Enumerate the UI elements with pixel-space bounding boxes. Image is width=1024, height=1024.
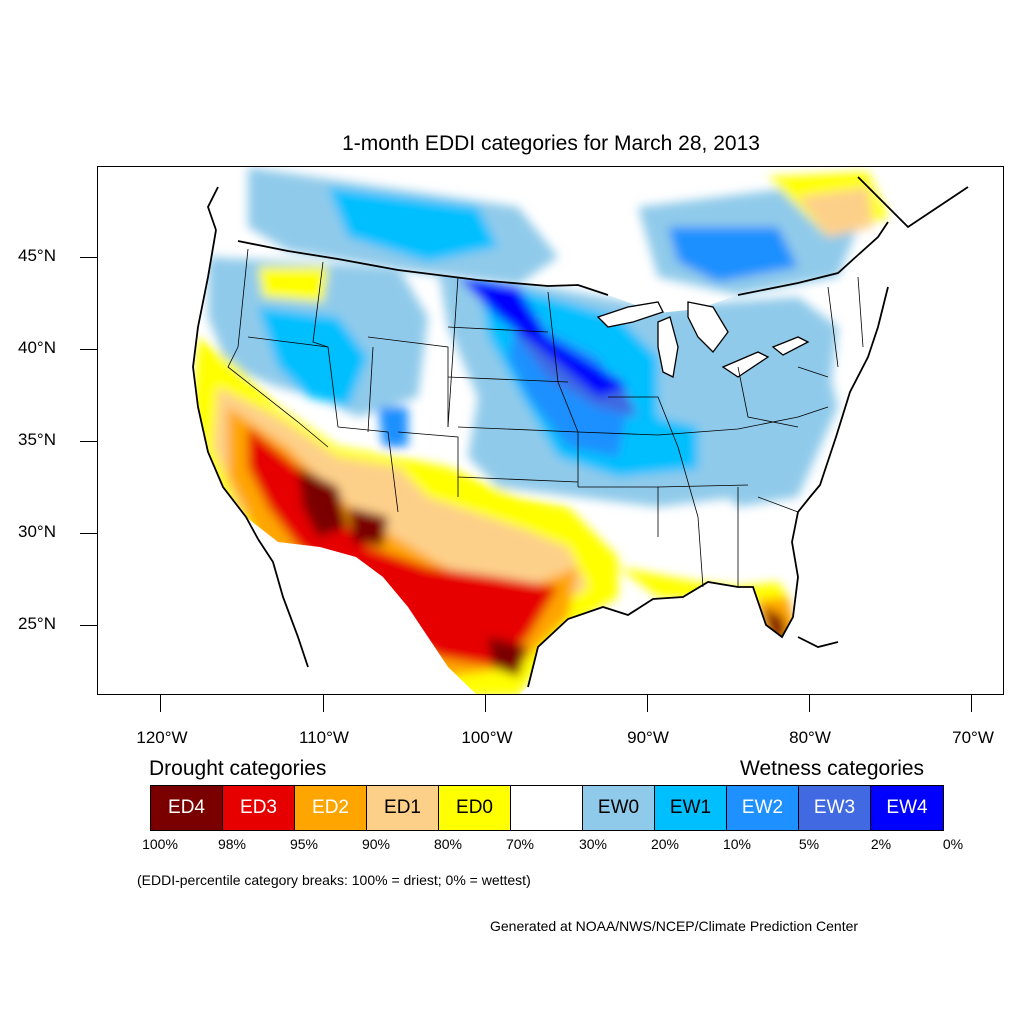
- category-fill: [193, 257, 838, 694]
- legend-box-ew4: EW4: [871, 786, 943, 830]
- eddi-map: [97, 166, 1004, 695]
- legend-label: ED1: [384, 797, 421, 818]
- lat-label-45n: 45°N: [18, 246, 56, 265]
- break-label: 70%: [505, 836, 535, 852]
- lon-tick: [647, 695, 648, 712]
- break-label: 98%: [217, 836, 247, 852]
- state-boundaries: [227, 248, 864, 588]
- break-label: 5%: [798, 836, 820, 852]
- lat-tick: [80, 349, 97, 350]
- break-label: 30%: [578, 836, 608, 852]
- legend-box-ed4: ED4: [151, 786, 223, 830]
- legend-label: EW0: [597, 797, 640, 818]
- legend-box-ed3: ED3: [223, 786, 295, 830]
- legend-label: EW4: [886, 797, 928, 818]
- lat-label-35n: 35°N: [18, 430, 56, 449]
- legend-label: ED0: [456, 797, 493, 818]
- legend-label: ED3: [240, 797, 277, 818]
- lon-label-110w: 110°W: [299, 728, 349, 747]
- lon-label-70w: 70°W: [952, 728, 994, 747]
- break-label: 2%: [870, 836, 892, 852]
- credit-line: Generated at NOAA/NWS/NCEP/Climate Predi…: [490, 918, 859, 934]
- lat-tick: [80, 257, 97, 258]
- lon-label-120w: 120°W: [136, 728, 188, 747]
- wetness-legend-title: Wetness categories: [740, 757, 925, 780]
- drought-legend-title: Drought categories: [149, 757, 327, 780]
- lon-tick: [485, 695, 486, 712]
- lon-tick: [160, 695, 161, 712]
- break-label: 95%: [289, 836, 319, 852]
- lat-tick: [80, 533, 97, 534]
- legend-box-ew3: EW3: [799, 786, 871, 830]
- lat-label-40n: 40°N: [18, 338, 56, 357]
- legend-label: EW2: [741, 797, 784, 818]
- lon-label-100w: 100°W: [461, 728, 513, 747]
- coastlines: [192, 176, 969, 688]
- legend-label: ED2: [312, 797, 349, 818]
- lat-tick: [80, 441, 97, 442]
- conus-map-svg: [192, 167, 969, 694]
- lon-tick: [971, 695, 972, 712]
- category-legend: ED4 ED3 ED2 ED1 ED0 EW0 EW1 EW2 EW3 EW4: [150, 785, 944, 831]
- lon-label-80w: 80°W: [789, 728, 831, 747]
- legend-box-ew0: EW0: [583, 786, 655, 830]
- legend-box-neutral: [511, 786, 583, 830]
- legend-box-ew2: EW2: [727, 786, 799, 830]
- legend-label: ED4: [168, 797, 205, 818]
- legend-box-ed0: ED0: [439, 786, 511, 830]
- category-breaks-note: (EDDI-percentile category breaks: 100% =…: [137, 872, 531, 888]
- break-label: 10%: [722, 836, 752, 852]
- break-label: 20%: [650, 836, 680, 852]
- break-label: 100%: [142, 836, 178, 852]
- category-fill-outside: [248, 167, 888, 295]
- legend-label: EW3: [813, 797, 856, 818]
- break-label: 80%: [433, 836, 463, 852]
- legend-label: EW1: [669, 797, 712, 818]
- lat-tick: [80, 625, 97, 626]
- lat-label-25n: 25°N: [18, 614, 56, 633]
- lon-label-90w: 90°W: [627, 728, 669, 747]
- legend-box-ed1: ED1: [367, 786, 439, 830]
- lon-tick: [323, 695, 324, 712]
- break-label: 90%: [361, 836, 391, 852]
- great-lakes: [596, 301, 810, 378]
- legend-box-ed2: ED2: [295, 786, 367, 830]
- break-label: 0%: [942, 836, 964, 852]
- map-title: 1-month EDDI categories for March 28, 20…: [342, 132, 760, 155]
- lon-tick: [809, 695, 810, 712]
- lat-label-30n: 30°N: [18, 522, 56, 541]
- legend-box-ew1: EW1: [655, 786, 727, 830]
